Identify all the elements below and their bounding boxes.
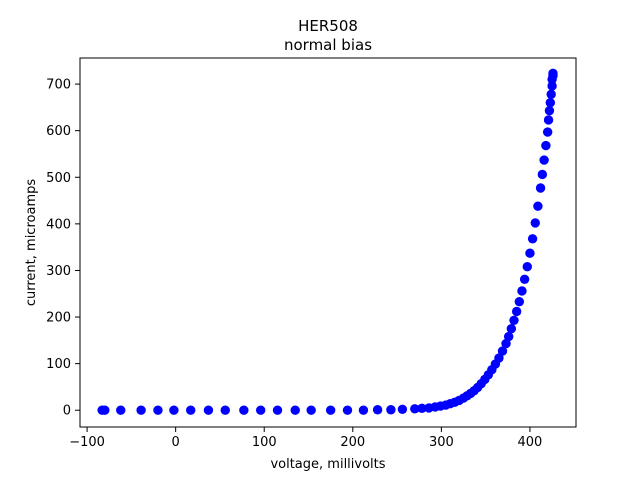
y-axis-ticks: 0 100 200 300 400 500 600 700 — [46, 78, 80, 419]
data-point — [239, 405, 249, 415]
data-point — [186, 405, 196, 415]
data-point — [546, 89, 556, 100]
x-tick-label: 200 — [340, 435, 365, 450]
data-point — [514, 296, 525, 307]
y-tick-label: 500 — [46, 171, 71, 186]
data-point — [509, 315, 519, 326]
y-tick-label: 700 — [46, 78, 71, 93]
data-point — [255, 405, 266, 415]
y-tick-label: 100 — [46, 357, 71, 372]
data-point — [372, 405, 383, 415]
data-point — [530, 218, 540, 228]
data-point — [541, 140, 551, 151]
y-tick-label: 0 — [63, 404, 71, 419]
y-axis-label: current, microamps — [24, 179, 39, 306]
x-axis-label: voltage, millivolts — [270, 457, 385, 472]
data-point — [358, 405, 369, 415]
x-tick-label: 300 — [429, 435, 454, 450]
data-point — [497, 346, 508, 356]
data-point — [522, 262, 532, 272]
x-tick-label: 400 — [518, 435, 543, 450]
data-point — [547, 81, 557, 91]
data-point — [525, 248, 535, 258]
data-point — [290, 405, 300, 415]
data-point — [386, 405, 396, 415]
data-point — [548, 68, 558, 79]
data-point — [494, 353, 504, 363]
y-tick-label: 400 — [46, 217, 71, 232]
chart-subtitle: normal bias — [284, 36, 372, 54]
data-point — [397, 404, 408, 414]
data-point — [542, 127, 553, 137]
data-point — [325, 405, 336, 415]
data-point — [116, 405, 126, 415]
data-point — [410, 404, 420, 414]
data-point — [533, 201, 543, 211]
y-tick-label: 200 — [46, 311, 71, 326]
x-axis-ticks: −100 0 100 200 300 400 — [69, 427, 542, 450]
x-tick-label: 0 — [172, 435, 180, 450]
x-tick-label: −100 — [69, 435, 105, 450]
data-point — [506, 323, 517, 334]
plot-frame — [79, 57, 577, 428]
data-point — [306, 405, 316, 415]
y-tick-label: 600 — [46, 124, 71, 139]
data-point — [527, 234, 538, 244]
data-points — [97, 68, 558, 415]
data-point — [535, 183, 546, 193]
data-point — [417, 403, 427, 414]
data-point — [169, 405, 179, 415]
data-point — [517, 286, 527, 296]
data-point — [519, 274, 530, 285]
data-point — [544, 105, 555, 116]
data-point — [537, 169, 548, 180]
data-point — [153, 405, 163, 415]
chart-title: HER508 — [298, 17, 358, 35]
data-point — [272, 405, 283, 415]
data-point — [342, 405, 353, 415]
data-point — [539, 155, 549, 165]
data-point — [136, 405, 146, 415]
data-point — [203, 405, 214, 415]
data-point — [543, 115, 554, 125]
data-point — [511, 306, 522, 317]
data-point — [503, 331, 514, 342]
data-point — [545, 98, 556, 108]
x-tick-label: 100 — [252, 435, 277, 450]
data-point — [220, 405, 230, 415]
y-tick-label: 300 — [46, 264, 71, 279]
data-point — [100, 405, 110, 415]
